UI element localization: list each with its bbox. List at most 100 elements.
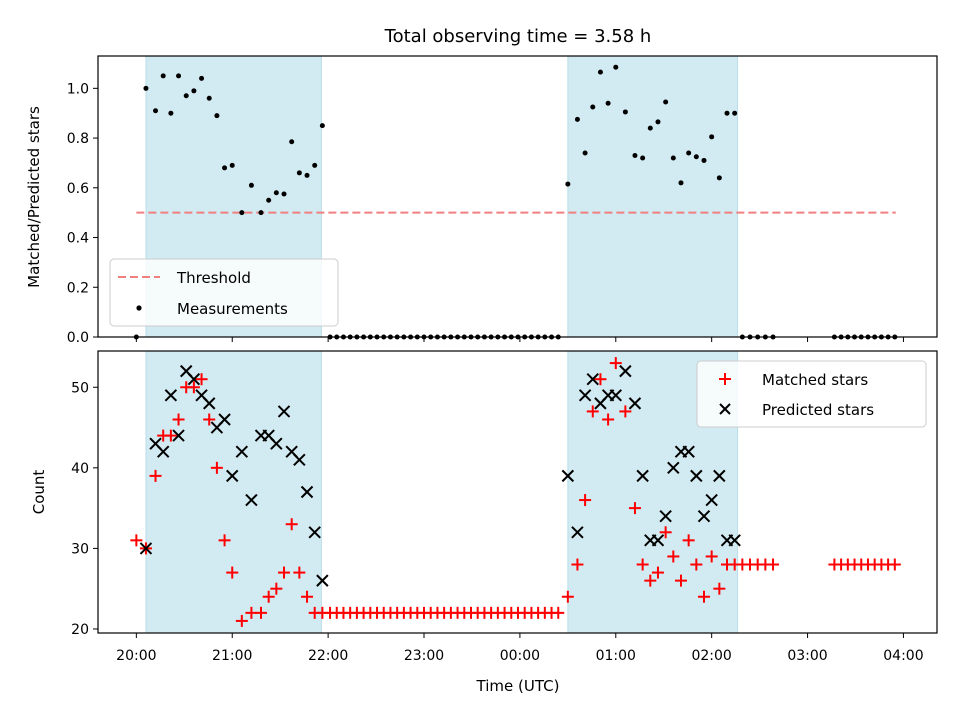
measurement-point (168, 110, 174, 116)
measurement-point (273, 190, 279, 196)
predicted-star-marker (226, 469, 239, 483)
matched-star-marker (149, 469, 162, 482)
predicted-marker-stroke-b (628, 397, 642, 410)
predicted-marker-stroke-b (164, 389, 178, 402)
predicted-marker-stroke-b (316, 574, 329, 587)
matched-star-marker (270, 582, 283, 595)
measurement-point (605, 100, 611, 106)
predicted-star-marker (713, 469, 726, 483)
measurement-point (248, 182, 254, 188)
measurement-point (312, 162, 318, 168)
predicted-marker-stroke-b (285, 445, 298, 458)
legend-predicted-swatch (719, 403, 731, 415)
matched-star-marker (218, 534, 231, 547)
predicted-star-marker (164, 389, 178, 402)
bottom-panel: 20 30 40 50 20:00 21:00 22:00 23:00 00:00 01:00 0… (30, 350, 938, 695)
measurement-point (590, 104, 596, 110)
predicted-star-marker (316, 574, 329, 587)
predicted-star-marker (245, 493, 258, 507)
measurement-point (693, 154, 699, 160)
matched-star-marker (644, 574, 657, 587)
matched-star-marker (697, 590, 710, 603)
predicted-star-marker (561, 469, 575, 483)
measurement-point (258, 210, 264, 216)
x-tick-label: 02:00 (691, 648, 731, 664)
bottom-y-tick-label: 50 (71, 380, 89, 396)
predicted-marker-stroke-b (245, 493, 258, 507)
measurement-point (143, 85, 149, 91)
legend-measurements-label: Measurements (177, 300, 288, 318)
top-legend: Threshold Measurements (109, 258, 339, 327)
matched-star-markers (130, 357, 901, 627)
top-panel: 0.0 0.2 0.4 0.6 0.8 1.0 Matched/Predicted sta… (25, 55, 938, 346)
matched-star-marker (636, 558, 649, 571)
legend-threshold-label: Threshold (176, 269, 251, 287)
predicted-marker-stroke-b (270, 437, 283, 450)
predicted-marker-stroke-b (262, 429, 275, 442)
matched-star-marker (262, 590, 275, 603)
predicted-marker-stroke-b (651, 534, 665, 547)
matched-star-marker (293, 566, 306, 579)
top-x-ticks (135, 337, 904, 342)
measurement-point (582, 150, 588, 156)
predicted-star-marker (571, 526, 584, 539)
predicted-star-marker (172, 429, 185, 442)
x-axis-label: Time (UTC) (476, 677, 560, 695)
top-legend-box (109, 258, 339, 327)
measurement-point (214, 113, 220, 119)
predicted-star-marker (270, 437, 283, 450)
matched-star-marker (552, 606, 565, 619)
matched-star-marker (571, 558, 584, 571)
top-y-ticks: 0.0 0.2 0.4 0.6 0.8 1.0 (67, 81, 98, 346)
x-tick-label: 00:00 (500, 648, 540, 664)
measurement-point (289, 139, 295, 145)
predicted-star-marker (667, 461, 680, 475)
legend-matched-swatch (719, 373, 731, 385)
predicted-marker-stroke-b (561, 469, 575, 483)
matched-star-marker (690, 558, 703, 571)
predicted-star-marker (203, 397, 216, 410)
measurement-point (266, 197, 272, 203)
bottom-y-ticks: 20 30 40 50 (71, 380, 98, 638)
top-y-axis-label: Matched/Predicted stars (25, 106, 43, 288)
matched-star-marker (195, 373, 208, 386)
predicted-star-marker (218, 413, 231, 426)
predicted-marker-stroke-b (149, 437, 162, 450)
top-y-tick-label: 0.6 (67, 181, 89, 197)
measurement-point (153, 108, 159, 114)
predicted-star-marker (682, 445, 695, 458)
matched-star-marker (187, 381, 200, 394)
top-axes-frame (97, 55, 938, 338)
top-y-tick-label: 0.8 (67, 131, 89, 147)
measurement-point (686, 150, 692, 156)
matched-star-marker (235, 614, 248, 627)
measurement-point (304, 172, 310, 178)
matched-star-marker (888, 558, 901, 571)
predicted-marker-stroke-b (682, 445, 695, 458)
x-tick-label: 23:00 (404, 648, 444, 664)
predicted-marker-stroke-b (636, 469, 649, 483)
predicted-marker-stroke-b (728, 534, 741, 547)
predicted-marker-stroke-b (293, 453, 306, 466)
measurement-point (701, 157, 707, 163)
legend-measurements-swatch (136, 305, 142, 311)
predicted-star-marker (187, 372, 201, 386)
measurement-point (565, 181, 571, 187)
bottom-legend-box (696, 360, 927, 428)
x-tick-label: 21:00 (212, 648, 252, 664)
matched-star-marker (164, 429, 177, 442)
legend-matched-label: Matched stars (762, 371, 868, 389)
matched-star-marker (767, 558, 780, 571)
measurement-point (622, 109, 628, 115)
predicted-star-marker (728, 534, 741, 547)
measurement-point (319, 123, 325, 129)
bottom-y-tick-label: 20 (71, 622, 89, 638)
x-tick-label: 03:00 (787, 648, 827, 664)
predicted-marker-stroke-b (705, 493, 718, 507)
measurement-point (239, 210, 245, 216)
matched-star-marker (594, 373, 607, 386)
predicted-marker-stroke-b (139, 542, 153, 555)
predicted-marker-stroke-b (156, 445, 170, 458)
predicted-marker-stroke-b (300, 485, 314, 499)
top-y-tick-label: 0.0 (67, 330, 89, 346)
